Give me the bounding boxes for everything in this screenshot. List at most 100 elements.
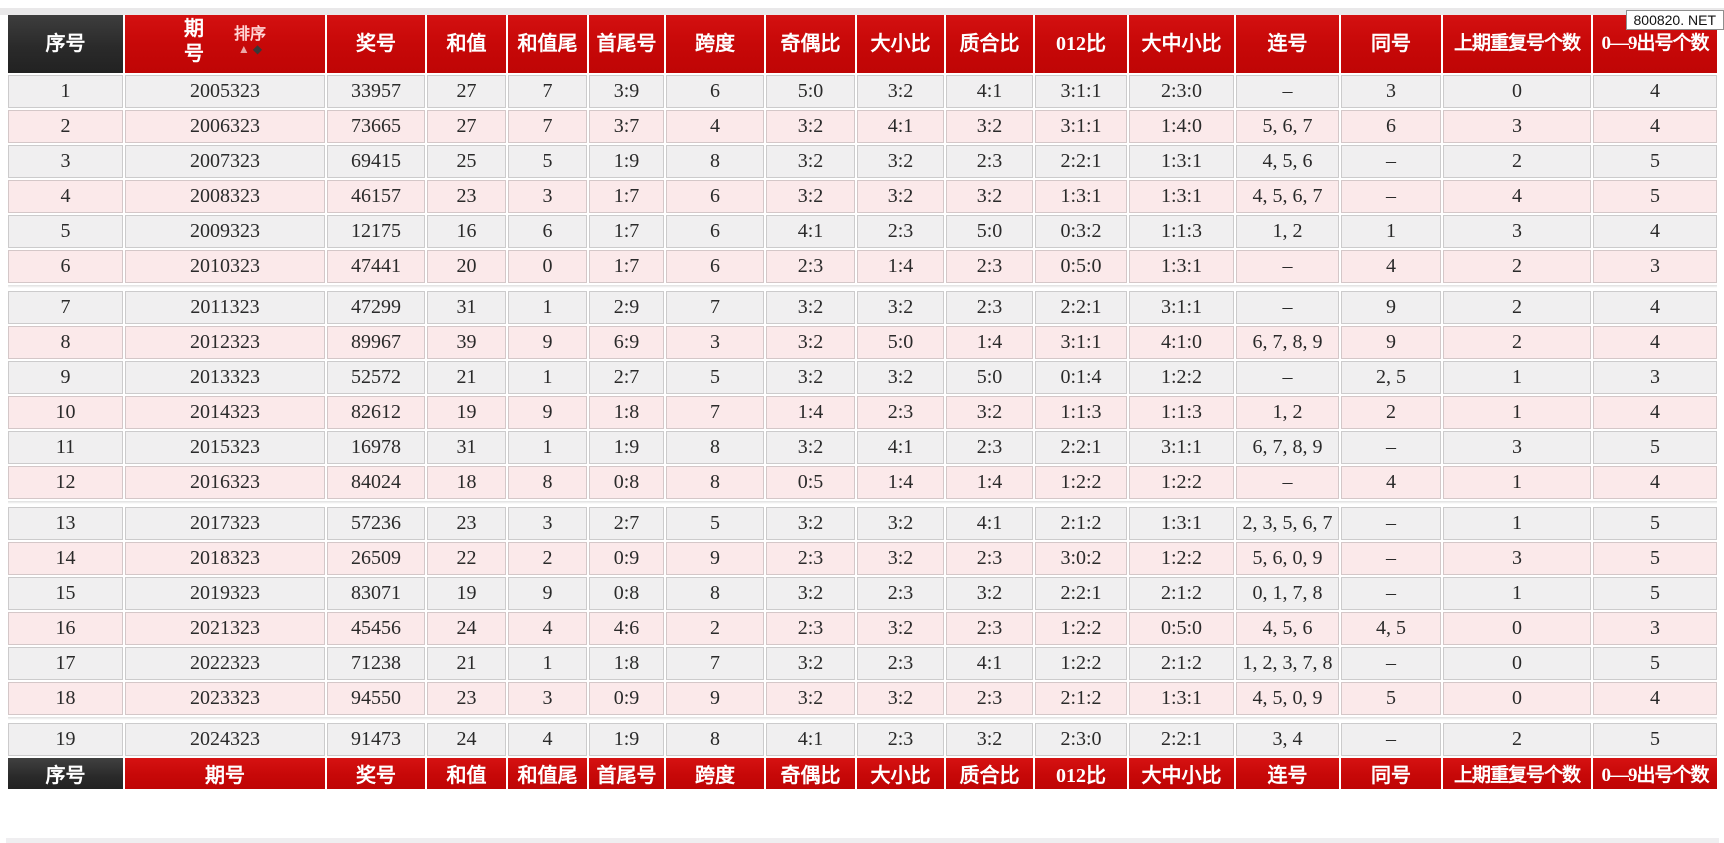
column-header-serial: 序号 <box>8 758 123 789</box>
cell-span: 6 <box>666 180 764 213</box>
cell-prize-number: 83071 <box>327 577 425 610</box>
cell-serial: 1 <box>8 75 123 108</box>
cell-prev-repeat-count: 2 <box>1443 250 1591 283</box>
group-separator <box>8 717 1717 721</box>
cell-sum-tail: 9 <box>508 396 587 429</box>
cell-period: 2024323 <box>125 723 325 756</box>
cell-prize-number: 94550 <box>327 682 425 715</box>
cell-min-max: 0:8 <box>589 577 664 610</box>
cell-012-ratio: 3:1:1 <box>1035 110 1127 143</box>
cell-prize-number: 52572 <box>327 361 425 394</box>
cell-sum: 20 <box>427 250 506 283</box>
cell-prime-composite-ratio: 2:3 <box>946 291 1033 324</box>
cell-big-small-ratio: 1:4 <box>857 466 944 499</box>
cell-prev-repeat-count: 2 <box>1443 723 1591 756</box>
cell-big-mid-small-ratio: 1:1:3 <box>1129 215 1234 248</box>
cell-consecutive: 2, 3, 5, 6, 7 <box>1236 507 1339 540</box>
cell-prime-composite-ratio: 3:2 <box>946 577 1033 610</box>
cell-serial: 10 <box>8 396 123 429</box>
cell-prime-composite-ratio: 1:4 <box>946 466 1033 499</box>
cell-sum-tail: 1 <box>508 431 587 464</box>
column-header-span: 跨度 <box>666 758 764 789</box>
column-header-span: 跨度 <box>666 10 764 73</box>
cell-prime-composite-ratio: 4:1 <box>946 75 1033 108</box>
cell-same-number: 2, 5 <box>1341 361 1441 394</box>
cell-span: 2 <box>666 612 764 645</box>
cell-big-mid-small-ratio: 2:2:1 <box>1129 723 1234 756</box>
column-header-012-ratio: 012比 <box>1035 758 1127 789</box>
cell-consecutive: 4, 5, 0, 9 <box>1236 682 1339 715</box>
cell-big-mid-small-ratio: 1:2:2 <box>1129 466 1234 499</box>
cell-span: 5 <box>666 507 764 540</box>
cell-big-small-ratio: 1:4 <box>857 250 944 283</box>
cell-consecutive: 4, 5, 6, 7 <box>1236 180 1339 213</box>
cell-big-small-ratio: 5:0 <box>857 326 944 359</box>
cell-same-number: – <box>1341 431 1441 464</box>
cell-012-ratio: 1:2:2 <box>1035 612 1127 645</box>
cell-big-small-ratio: 2:3 <box>857 215 944 248</box>
cell-same-number: – <box>1341 542 1441 575</box>
cell-serial: 6 <box>8 250 123 283</box>
cell-same-number: 4 <box>1341 250 1441 283</box>
sort-ascending-icon[interactable]: ▲ <box>238 42 250 56</box>
cell-serial: 5 <box>8 215 123 248</box>
cell-min-max: 2:7 <box>589 507 664 540</box>
cell-digit-appear-count: 5 <box>1593 542 1717 575</box>
column-header-min-max: 首尾号 <box>589 10 664 73</box>
sort-label[interactable]: 排序 <box>234 27 266 42</box>
cell-digit-appear-count: 5 <box>1593 723 1717 756</box>
cell-period: 2007323 <box>125 145 325 178</box>
cell-min-max: 1:9 <box>589 723 664 756</box>
cell-prime-composite-ratio: 2:3 <box>946 682 1033 715</box>
cell-prime-composite-ratio: 2:3 <box>946 542 1033 575</box>
cell-serial: 9 <box>8 361 123 394</box>
cell-012-ratio: 2:1:2 <box>1035 507 1127 540</box>
cell-012-ratio: 2:1:2 <box>1035 682 1127 715</box>
cell-sum-tail: 2 <box>508 542 587 575</box>
cell-period: 2008323 <box>125 180 325 213</box>
cell-digit-appear-count: 5 <box>1593 577 1717 610</box>
top-edge-row-sliver <box>0 8 1724 15</box>
cell-min-max: 0:9 <box>589 542 664 575</box>
column-header-prize-number: 奖号 <box>327 10 425 73</box>
cell-prime-composite-ratio: 3:2 <box>946 723 1033 756</box>
cell-sum: 27 <box>427 110 506 143</box>
cell-012-ratio: 1:2:2 <box>1035 466 1127 499</box>
cell-span: 7 <box>666 396 764 429</box>
cell-min-max: 3:9 <box>589 75 664 108</box>
cell-consecutive: – <box>1236 361 1339 394</box>
cell-min-max: 1:9 <box>589 145 664 178</box>
cell-012-ratio: 3:1:1 <box>1035 326 1127 359</box>
cell-consecutive: 3, 4 <box>1236 723 1339 756</box>
cell-prize-number: 33957 <box>327 75 425 108</box>
cell-sum-tail: 5 <box>508 145 587 178</box>
cell-odd-even-ratio: 3:2 <box>766 180 855 213</box>
sort-control[interactable]: 排序▲◆ <box>234 27 266 57</box>
cell-digit-appear-count: 4 <box>1593 466 1717 499</box>
cell-same-number: 4 <box>1341 466 1441 499</box>
column-header-prize-number: 奖号 <box>327 758 425 789</box>
cell-sum-tail: 9 <box>508 326 587 359</box>
cell-sum: 21 <box>427 361 506 394</box>
column-header-sum-tail: 和值尾 <box>508 758 587 789</box>
cell-period: 2005323 <box>125 75 325 108</box>
cell-period: 2013323 <box>125 361 325 394</box>
cell-period: 2016323 <box>125 466 325 499</box>
cell-012-ratio: 1:2:2 <box>1035 647 1127 680</box>
cell-prev-repeat-count: 3 <box>1443 431 1591 464</box>
cell-prize-number: 89967 <box>327 326 425 359</box>
cell-consecutive: 4, 5, 6 <box>1236 145 1339 178</box>
cell-big-mid-small-ratio: 1:3:1 <box>1129 507 1234 540</box>
sort-descending-icon[interactable]: ◆ <box>253 42 262 56</box>
cell-odd-even-ratio: 3:2 <box>766 431 855 464</box>
cell-sum-tail: 4 <box>508 723 587 756</box>
cell-sum: 24 <box>427 723 506 756</box>
